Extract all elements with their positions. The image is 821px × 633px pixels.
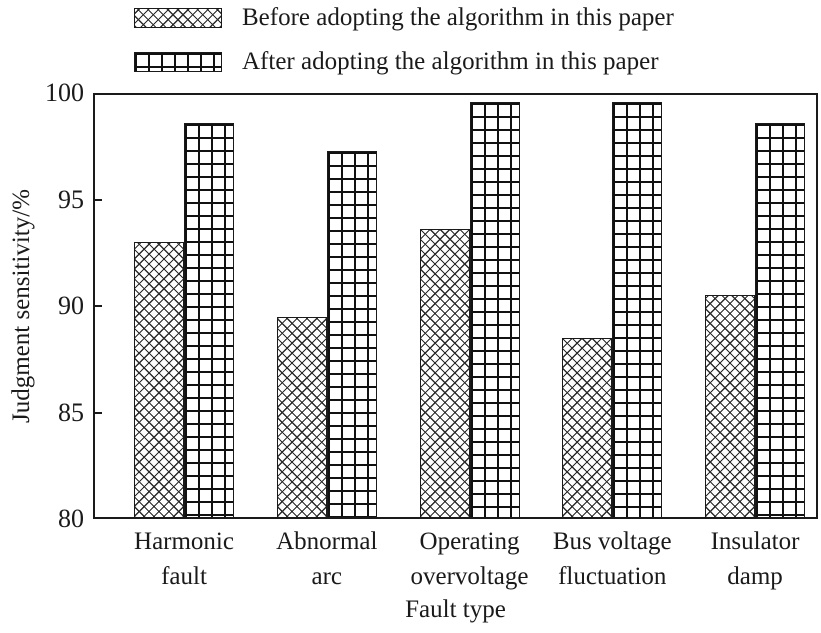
bar-after-3 <box>612 101 663 519</box>
x-category-label-0: Harmonic fault <box>134 528 234 590</box>
bar-after-2 <box>469 101 520 519</box>
bar-before-4 <box>705 295 755 519</box>
x-category-label-2: Operating overvoltage <box>410 528 529 590</box>
bar-after-0 <box>184 122 234 519</box>
bar-before-1 <box>276 316 327 519</box>
x-category-label-1: Abnormal arc <box>276 528 378 590</box>
bar-after-4 <box>755 122 805 519</box>
legend-entry-after: After adopting the algorithm in this pap… <box>134 48 659 75</box>
y-tick-label-95: 95 <box>58 184 84 214</box>
legend-label-before: Before adopting the algorithm in this pa… <box>242 4 674 31</box>
y-tick-label-85: 85 <box>58 397 84 427</box>
legend-label-after: After adopting the algorithm in this pap… <box>242 48 659 75</box>
grid-pattern-swatch <box>134 52 222 72</box>
bar-before-2 <box>419 229 470 519</box>
x-category-label-3: Bus voltage fluctuation <box>552 528 672 590</box>
bar-before-3 <box>562 337 613 519</box>
x-axis-title: Fault type <box>405 596 506 623</box>
bar-after-1 <box>326 150 377 519</box>
x-category-label-4: Insulator damp <box>710 528 800 590</box>
y-tick-label-100: 100 <box>45 78 84 107</box>
y-tick-mark-85 <box>93 411 102 414</box>
bar-before-0 <box>134 242 184 519</box>
y-tick-label-90: 90 <box>58 291 84 320</box>
plot-area <box>93 93 818 519</box>
y-tick-mark-90 <box>93 305 102 307</box>
y-tick-mark-95 <box>93 198 102 201</box>
legend-entry-before: Before adopting the algorithm in this pa… <box>134 4 674 31</box>
crosshatch-pattern-swatch <box>134 8 222 28</box>
y-tick-label-80: 80 <box>58 504 84 533</box>
